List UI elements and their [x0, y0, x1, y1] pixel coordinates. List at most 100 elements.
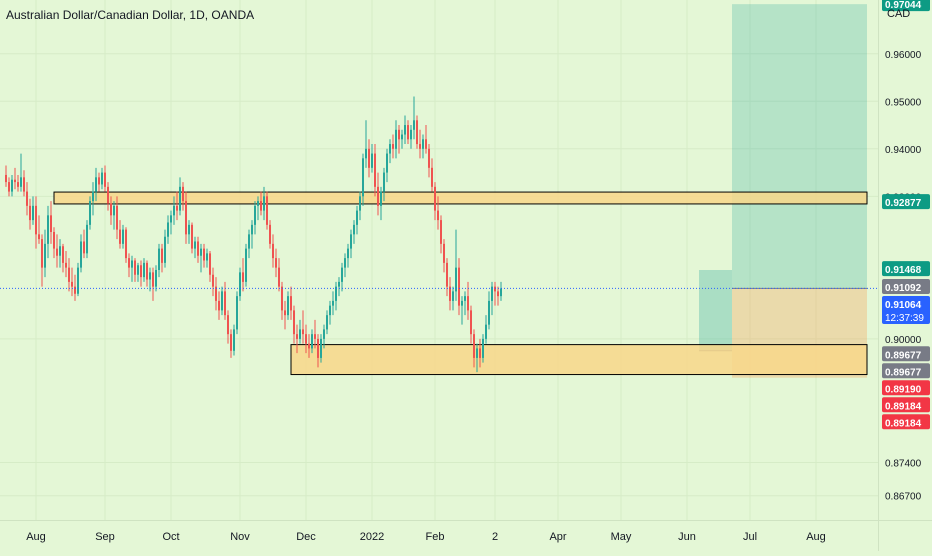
candle	[14, 167, 16, 190]
candle	[500, 281, 502, 301]
candle	[248, 229, 250, 259]
candle-body	[227, 315, 229, 335]
candle-body	[218, 300, 220, 311]
candle	[83, 229, 85, 259]
time-tick-label: Apr	[549, 531, 566, 543]
sr-zone-1[interactable]	[53, 191, 868, 205]
candle-body	[293, 310, 295, 335]
candle	[464, 291, 466, 316]
candle-body	[11, 179, 13, 192]
time-axis[interactable]: Aug Sep Oct Nov Dec 2022 Feb 2 Apr May Jun Jul Aug	[0, 520, 878, 551]
candle-body	[104, 172, 106, 187]
candle	[416, 115, 418, 149]
candle	[200, 243, 202, 273]
candle	[470, 305, 472, 344]
candle-body	[347, 248, 349, 259]
candle-body	[173, 205, 175, 216]
candle	[440, 215, 442, 254]
candle	[281, 281, 283, 320]
candle-body	[47, 215, 49, 244]
candle-body	[395, 129, 397, 149]
candle	[221, 286, 223, 316]
candle-body	[95, 177, 97, 192]
candle	[206, 248, 208, 268]
sr-zone-2[interactable]	[290, 344, 868, 376]
candle-body	[458, 267, 460, 306]
price-badge-label: 0.92877	[885, 198, 922, 209]
candle	[272, 234, 274, 268]
candle-body	[332, 300, 334, 306]
candle	[104, 165, 106, 192]
candle-body	[86, 224, 88, 254]
candle	[140, 260, 142, 287]
price-tick-label: 0.95000	[885, 97, 922, 108]
candle-body	[224, 291, 226, 316]
time-tick-label: Aug	[806, 531, 826, 543]
candle	[116, 196, 118, 240]
candle-body	[149, 272, 151, 280]
chart-area[interactable]	[0, 0, 878, 520]
candle-body	[299, 329, 301, 339]
candle-body	[497, 291, 499, 297]
candle-body	[449, 286, 451, 301]
candle	[212, 267, 214, 297]
candle	[476, 343, 478, 373]
candle-body	[128, 258, 130, 268]
candle-body	[116, 205, 118, 230]
candle	[11, 174, 13, 197]
time-tick-label: 2	[492, 531, 498, 543]
candle	[29, 198, 31, 230]
candle	[5, 165, 7, 187]
candle-body	[266, 196, 268, 225]
candle-body	[359, 196, 361, 211]
candle-body	[98, 177, 100, 185]
candle-body	[113, 205, 115, 216]
candle-body	[38, 234, 40, 240]
candle	[134, 258, 136, 282]
candle-body	[80, 241, 82, 268]
candle-body	[179, 186, 181, 211]
candle-body	[452, 291, 454, 301]
position-small-target-zone[interactable]	[699, 270, 732, 351]
candle	[335, 281, 337, 311]
price-badge-label: 0.89184	[885, 418, 922, 429]
candle-body	[470, 310, 472, 335]
candle	[230, 329, 232, 358]
candle	[449, 277, 451, 311]
candle	[290, 286, 292, 320]
candlestick-chart[interactable]	[0, 0, 878, 520]
candle-body	[365, 148, 367, 159]
candle-body	[239, 272, 241, 297]
candle	[371, 144, 373, 173]
candle-body	[269, 224, 271, 244]
candle	[266, 191, 268, 230]
candle	[389, 139, 391, 164]
axis-corner[interactable]	[878, 520, 932, 551]
candle	[413, 96, 415, 140]
candle	[401, 129, 403, 149]
candle-body	[443, 243, 445, 263]
candle	[308, 334, 310, 358]
candle-body	[290, 296, 292, 311]
candle-body	[62, 246, 64, 263]
candle-body	[251, 224, 253, 235]
candle-body	[254, 205, 256, 225]
candle-body	[296, 334, 298, 339]
candle-body	[119, 229, 121, 244]
candle	[479, 338, 481, 368]
candle-body	[146, 262, 148, 280]
candle	[62, 243, 64, 273]
candle-body	[236, 296, 238, 330]
candle	[197, 236, 199, 263]
position-target-zone[interactable]	[732, 4, 867, 289]
candle-body	[362, 158, 364, 197]
candle	[422, 134, 424, 159]
candle	[377, 172, 379, 216]
candle-body	[203, 248, 205, 261]
candle-body	[278, 267, 280, 287]
price-axis[interactable]: 0.960000.950000.940000.930000.900000.874…	[878, 0, 932, 520]
candle-body	[110, 203, 112, 216]
candle-body	[500, 288, 502, 297]
price-badge-label: 0.89184	[885, 401, 922, 412]
candle-body	[152, 272, 154, 287]
